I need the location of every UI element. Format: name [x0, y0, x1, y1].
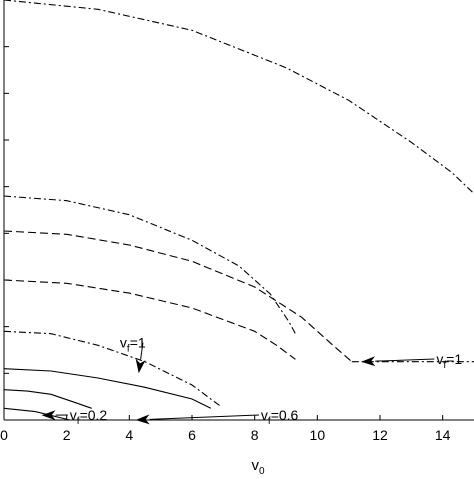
annotation-arrow-4: [375, 359, 434, 361]
series-curve-5: [4, 331, 220, 406]
x-tick-label: 6: [188, 427, 196, 443]
annotation-label-3: vf=0.6: [261, 407, 299, 427]
x-tick-label: 0: [0, 427, 8, 443]
annotation-label-2: vf=0.2: [70, 407, 108, 427]
annotation-arrowhead-3: [136, 414, 150, 424]
x-tick-label: 12: [372, 427, 388, 443]
annotation-arrowhead-1: [136, 359, 146, 374]
series-curve-8: [4, 408, 70, 420]
annotation-arrowhead-2: [42, 410, 56, 420]
series-curve-7: [4, 390, 92, 409]
series-curve-3: [4, 231, 352, 362]
x-axis-label: v0: [251, 457, 265, 474]
series-curve-4: [4, 280, 295, 359]
series-curve-6: [4, 369, 211, 409]
annotation-label-4: vf=1: [436, 351, 462, 371]
x-tick-label: 8: [251, 427, 259, 443]
series-curve-1: [4, 0, 474, 194]
x-tick-label: 14: [435, 427, 451, 443]
annotation-arrow-3: [150, 415, 259, 419]
series-curve-2: [4, 196, 295, 334]
x-tick-label: 2: [63, 427, 71, 443]
series-layer: [4, 0, 474, 420]
x-tick-label: 4: [125, 427, 133, 443]
labels-layer: v0: [251, 457, 265, 474]
axes: 0 2 4 6 8 10 12 14: [0, 0, 474, 443]
x-tick-label: 10: [310, 427, 326, 443]
